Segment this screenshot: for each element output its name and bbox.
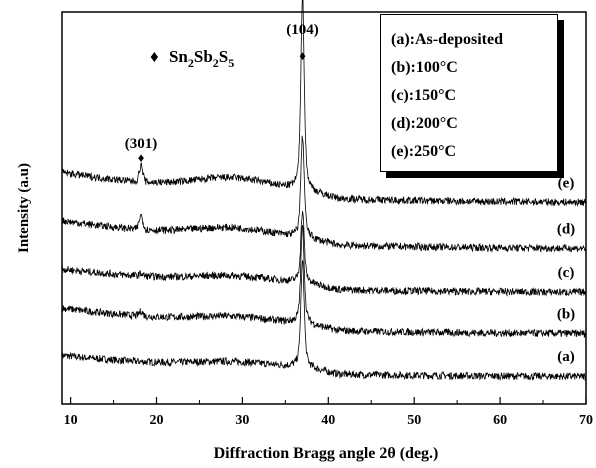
- series-line-a: [61, 259, 587, 382]
- series-label-b: (b): [557, 306, 575, 322]
- x-tick-label: 60: [493, 413, 507, 428]
- phase-formula-s: S: [219, 47, 228, 66]
- peak-label: (104): [286, 22, 319, 38]
- phase-sub-2: 2: [213, 56, 219, 70]
- series-label-d: (d): [557, 221, 575, 237]
- phase-formula-sn: Sn: [169, 47, 188, 66]
- x-tick-label: 40: [321, 413, 335, 428]
- plot-frame: [61, 11, 587, 405]
- phase-sub-1: 2: [188, 56, 194, 70]
- y-axis-label: Intensity (a.u): [16, 163, 32, 253]
- x-tick-group: 10 20 30 40 50 60 70: [64, 397, 593, 428]
- series-line-b: [61, 225, 587, 338]
- peak-marker: ♦: [138, 150, 145, 165]
- peak-marker: ♦: [299, 48, 306, 63]
- legend-entry-a: (a):As-deposited: [391, 31, 503, 48]
- series-label-e: (e): [558, 175, 575, 191]
- peak-annotations: ♦(301)♦(104): [125, 22, 319, 165]
- legend-entry-e: (e):250°C: [391, 143, 457, 160]
- series-label-c: (c): [558, 265, 575, 281]
- phase-sub-3: 5: [228, 56, 234, 70]
- legend-entry-c: (c):150°C: [391, 87, 457, 104]
- legend: (a):As-deposited (b):100°C (c):150°C (d)…: [380, 14, 558, 172]
- x-tick-label: 10: [64, 413, 78, 428]
- x-tick-label: 30: [235, 413, 249, 428]
- x-tick-label: 50: [407, 413, 421, 428]
- legend-entry-b: (b):100°C: [391, 59, 458, 76]
- series-line-e: [61, 0, 587, 207]
- series-labels: (a) (b) (c) (d) (e): [557, 175, 575, 365]
- series-label-a: (a): [557, 349, 575, 365]
- phase-label: ♦ Sn2Sb2S5: [150, 47, 234, 70]
- series-line-c: [61, 211, 587, 297]
- x-tick-label: 70: [579, 413, 593, 428]
- series-group: [61, 0, 587, 382]
- peak-label: (301): [125, 136, 158, 152]
- x-axis-label: Diffraction Bragg angle 2θ (deg.): [214, 445, 439, 462]
- x-tick-label: 20: [149, 413, 163, 428]
- phase-marker: ♦: [150, 47, 159, 66]
- series-line-d: [61, 135, 587, 253]
- legend-entry-d: (d):200°C: [391, 115, 458, 132]
- phase-formula-sb: Sb: [194, 47, 213, 66]
